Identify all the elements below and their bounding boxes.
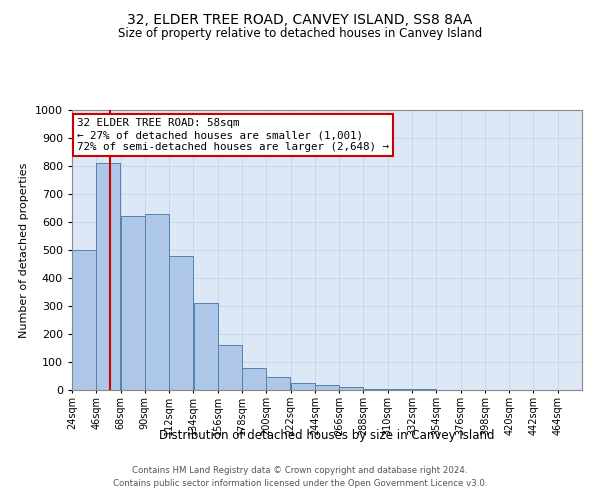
Bar <box>291 383 314 390</box>
Text: Contains HM Land Registry data © Crown copyright and database right 2024.
Contai: Contains HM Land Registry data © Crown c… <box>113 466 487 487</box>
Bar <box>72 250 96 390</box>
Bar <box>145 214 169 390</box>
Text: Distribution of detached houses by size in Canvey Island: Distribution of detached houses by size … <box>159 428 495 442</box>
Y-axis label: Number of detached properties: Number of detached properties <box>19 162 29 338</box>
Bar <box>242 368 266 390</box>
Bar <box>266 376 290 390</box>
Bar <box>169 256 193 390</box>
Text: Size of property relative to detached houses in Canvey Island: Size of property relative to detached ho… <box>118 28 482 40</box>
Bar <box>121 216 145 390</box>
Bar <box>218 345 242 390</box>
Text: 32 ELDER TREE ROAD: 58sqm
← 27% of detached houses are smaller (1,001)
72% of se: 32 ELDER TREE ROAD: 58sqm ← 27% of detac… <box>77 118 389 152</box>
Bar <box>194 303 218 390</box>
Text: 32, ELDER TREE ROAD, CANVEY ISLAND, SS8 8AA: 32, ELDER TREE ROAD, CANVEY ISLAND, SS8 … <box>127 12 473 26</box>
Bar <box>315 385 339 390</box>
Bar <box>364 388 388 390</box>
Bar <box>340 387 363 390</box>
Bar <box>97 163 121 390</box>
Bar <box>388 389 412 390</box>
